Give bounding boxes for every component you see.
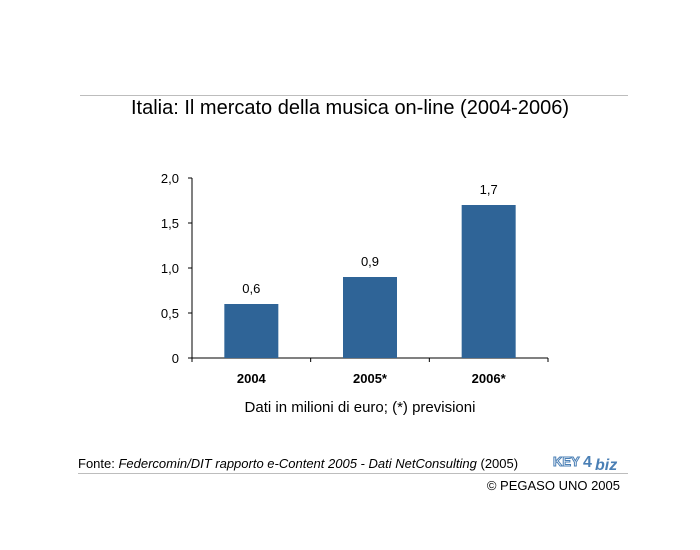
y-tick-label: 0,5: [161, 306, 179, 321]
x-category-label: 2005*: [353, 371, 388, 386]
unit-note: Dati in milioni di euro; (*) previsioni: [244, 399, 476, 416]
y-tick-label: 1,5: [161, 216, 179, 231]
x-category-label: 2004: [237, 371, 267, 386]
x-category-label: 2006*: [472, 371, 507, 386]
logo-four: 4: [583, 454, 592, 471]
bar-value-label: 0,9: [361, 254, 379, 269]
logo-key: KEY: [553, 454, 580, 469]
bar-value-label: 0,6: [242, 281, 260, 296]
top-rule: [80, 95, 628, 96]
bar: [343, 277, 397, 358]
chart-title: Italia: Il mercato della musica on-line …: [131, 97, 569, 119]
source-suffix: (2005): [476, 456, 519, 471]
copyright: © PEGASO UNO 2005: [486, 478, 620, 493]
key4biz-logo: KEY 4 biz: [553, 454, 617, 473]
bar: [224, 304, 279, 358]
y-tick-label: 2,0: [161, 171, 179, 186]
source-line: Fonte: Federcomin/DIT rapporto e-Content…: [78, 456, 518, 471]
logo-biz: biz: [595, 457, 617, 472]
bar: [461, 205, 516, 358]
y-tick-label: 0: [172, 351, 179, 366]
source-italic: Federcomin/DIT rapporto e-Content 2005 -…: [118, 456, 477, 471]
source-prefix: Fonte:: [78, 456, 119, 471]
y-tick-label: 1,0: [161, 261, 179, 276]
bar-value-label: 1,7: [480, 182, 498, 197]
source-rule: [78, 473, 628, 474]
